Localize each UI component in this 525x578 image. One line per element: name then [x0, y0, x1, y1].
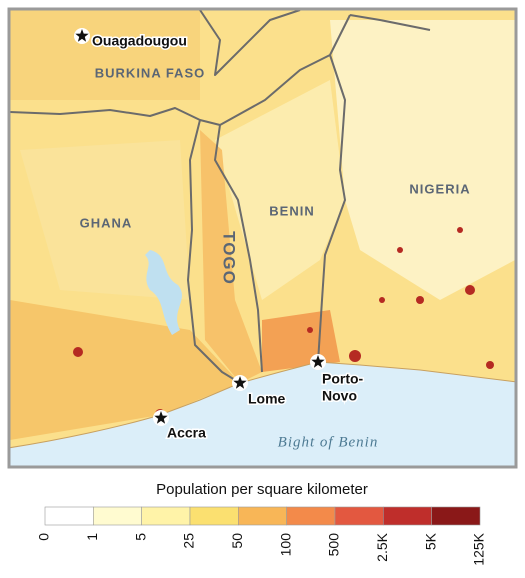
legend-swatch — [238, 506, 287, 526]
country-name: BENIN — [269, 203, 314, 218]
country-name: BURKINA FASO — [95, 65, 205, 80]
urban-spot — [416, 296, 424, 304]
water-name: Bight of Benin — [278, 434, 379, 450]
country-name: NIGERIA — [409, 181, 470, 196]
legend-tick-label: 25 — [181, 533, 197, 549]
legend-swatch — [93, 506, 142, 526]
city-name: Accra — [167, 425, 206, 441]
sea — [10, 361, 515, 466]
urban-spot — [486, 361, 494, 369]
urban-spot — [73, 347, 83, 357]
city-name: Lome — [248, 391, 286, 407]
legend-tick-label: 50 — [229, 533, 245, 549]
city-name: Ouagadougou — [92, 33, 187, 49]
land-dense — [200, 130, 262, 383]
legend-tick-label: 2.5K — [374, 532, 390, 561]
city-name: Novo — [322, 388, 357, 404]
border — [317, 54, 346, 363]
legend-swatch — [141, 506, 191, 526]
city-marker — [154, 411, 168, 424]
border — [199, 10, 301, 76]
country-name: GHANA — [80, 215, 133, 230]
border — [187, 119, 241, 384]
legend-swatch — [383, 506, 432, 526]
land-sparse — [330, 20, 515, 300]
urban-spot — [307, 327, 313, 333]
land-dense — [10, 300, 240, 440]
legend-tick-label: 500 — [326, 533, 342, 557]
legend-swatch — [334, 506, 384, 526]
legend-title: Population per square kilometer — [156, 481, 368, 498]
city-name: Porto- — [322, 371, 364, 387]
land-dense — [10, 10, 200, 100]
legend-tick-label: 100 — [277, 533, 293, 557]
labels: Ouagadougou Accra Lome Porto-Novo BURKINA FA… — [74, 28, 470, 450]
legend-swatch — [44, 506, 94, 526]
urban-spot — [457, 227, 463, 233]
border — [349, 14, 431, 31]
urban-spot — [397, 247, 403, 253]
legend-tick-label: 5K — [422, 532, 438, 550]
legend-tick-label: 0 — [36, 533, 52, 541]
legend-tick-label: 1 — [84, 533, 100, 541]
urban-spot — [379, 297, 385, 303]
map-frame — [7, 7, 518, 469]
legend-tick-label: 125K — [471, 532, 487, 565]
legend-swatch — [286, 506, 336, 526]
city-marker — [75, 29, 89, 42]
legend-tick-label: 5 — [132, 533, 148, 541]
map-area — [10, 10, 515, 466]
land — [20, 140, 190, 300]
legend-swatch — [431, 506, 481, 526]
legend: Population per square kilometer 0 1 5 25 50 1… — [36, 481, 487, 566]
urban-spot — [465, 285, 475, 295]
legend-swatch — [189, 506, 239, 526]
urban-spot — [349, 350, 361, 362]
city-marker — [233, 376, 247, 389]
city-marker — [311, 355, 325, 368]
lake-volta — [145, 250, 182, 335]
country-name: TOGO — [220, 231, 239, 285]
border — [214, 124, 263, 373]
